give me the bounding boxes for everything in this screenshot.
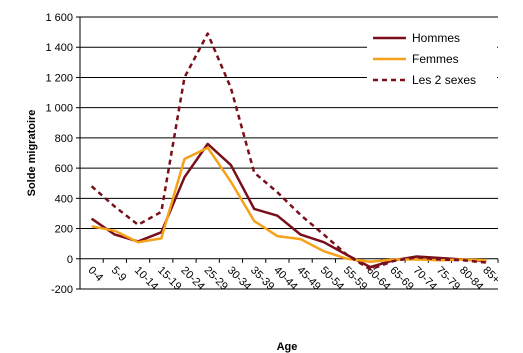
y-tick-label: 600: [55, 163, 73, 175]
y-tick-label: -200: [51, 284, 73, 296]
y-tick-label: 400: [55, 193, 73, 205]
y-tick-label: 800: [55, 133, 73, 145]
legend: Hommes Femmes Les 2 sexes: [367, 22, 497, 94]
legend-label-les-2-sexes: Les 2 sexes: [412, 73, 476, 87]
series-lines: [90, 32, 487, 271]
y-axis-ticks: -200 0 200 400 600 800 1 000 1 200 1 400 1 600: [45, 12, 80, 296]
legend-label-femmes: Femmes: [412, 52, 459, 66]
y-axis-title: Solde migratoire: [26, 110, 38, 197]
series-line-femmes: [91, 146, 487, 264]
y-tick-label: 200: [55, 224, 73, 236]
x-axis-title: Age: [277, 341, 298, 353]
y-tick-label: 1 200: [45, 72, 73, 84]
y-tick-label: 1 600: [45, 12, 73, 24]
legend-label-hommes: Hommes: [412, 31, 460, 45]
y-tick-label: 1 400: [45, 42, 73, 54]
y-tick-label: 1 000: [45, 103, 73, 115]
series-line-les-2-sexes: [90, 32, 487, 271]
y-tick-label: 0: [67, 254, 73, 266]
